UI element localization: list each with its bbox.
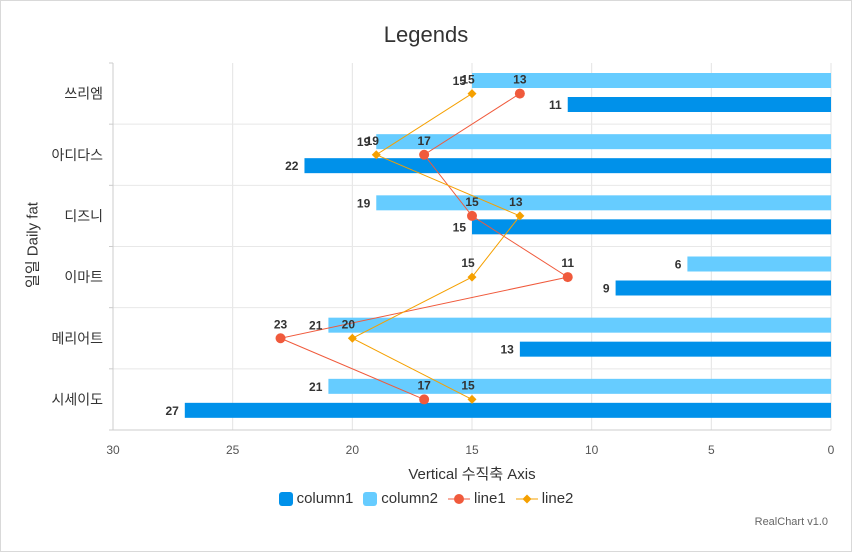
- legend-label: column1: [296, 490, 354, 507]
- bar-label-column2: 19: [357, 196, 371, 210]
- axis-ticks: 30 25 20 15 10 5 0 시세이도 메리어트 이마트 디즈니 아디다스 쓰리엠: [51, 87, 834, 457]
- bar-label-column1: 11: [549, 98, 562, 112]
- grid: [109, 62, 832, 431]
- point-line1: [275, 333, 286, 344]
- category-label: 시세이도: [51, 392, 103, 408]
- bar-column1: [472, 219, 831, 235]
- bar-column2: [472, 73, 831, 88]
- line-line2: [351, 93, 521, 400]
- point-line2: [467, 89, 477, 99]
- x-tick-label: 5: [708, 443, 715, 457]
- legend-circle-marker: [448, 492, 470, 506]
- point-label-line1: 13: [513, 73, 527, 87]
- point-line2: [371, 150, 381, 160]
- x-tick-label: 30: [106, 443, 120, 457]
- bar-label-column2: 15: [453, 74, 467, 88]
- series-lines: [275, 88, 573, 405]
- point-label-line1: 17: [417, 134, 431, 148]
- credits: RealChart v1.0: [754, 516, 828, 528]
- bar-column1: [304, 158, 831, 174]
- bar-label-column1: 9: [603, 282, 610, 296]
- point-line2: [515, 211, 525, 221]
- bar-column2: [376, 195, 831, 211]
- bar-label-column2: 21: [309, 380, 323, 394]
- point-line2: [467, 394, 477, 404]
- point-label-line1: 17: [417, 378, 431, 392]
- legend-item-line2[interactable]: line2: [515, 490, 574, 507]
- point-line2: [467, 272, 477, 282]
- legend-label: column2: [381, 490, 438, 507]
- bar-column1: [184, 402, 832, 418]
- legend-label: line2: [541, 490, 574, 507]
- line-line1: [278, 93, 570, 400]
- point-line1: [514, 88, 525, 99]
- bar-column2: [328, 317, 831, 333]
- category-label: 쓰리엠: [64, 87, 103, 103]
- point-label-line1: 11: [561, 256, 574, 270]
- point-label-line2: 20: [342, 317, 356, 331]
- point-line1: [467, 210, 477, 221]
- bars: [184, 73, 832, 418]
- bar-label-column1: 13: [501, 343, 515, 357]
- bar-column2: [376, 134, 831, 150]
- chart-title: Legends: [383, 22, 469, 47]
- point-label-line2: 15: [461, 378, 475, 392]
- category-label: 이마트: [64, 270, 103, 286]
- legend-square-marker: [363, 491, 378, 506]
- legend: column1 column2 line1 line2: [0, 490, 852, 507]
- bar-label-column1: 27: [165, 404, 179, 418]
- point-label-line2: 15: [461, 73, 475, 87]
- bar-label-column2: 19: [357, 135, 371, 149]
- x-tick-label: 10: [585, 443, 599, 457]
- legend-item-column1[interactable]: column1: [278, 490, 354, 507]
- category-label: 디즈니: [64, 209, 103, 225]
- bar-column1: [519, 341, 831, 357]
- point-line1: [562, 272, 573, 283]
- point-label-line1: 15: [465, 195, 479, 209]
- legend-item-line1[interactable]: line1: [448, 490, 506, 507]
- x-tick-label: 15: [465, 443, 479, 457]
- x-axis-title: Vertical 수직축 Axis: [408, 466, 536, 483]
- bar-column2: [328, 378, 831, 394]
- legend-diamond-marker: [515, 492, 538, 506]
- bar-label-column2: 21: [309, 319, 323, 333]
- x-tick-label: 20: [346, 443, 360, 457]
- point-line2: [347, 333, 357, 343]
- legend-item-column2[interactable]: column2: [363, 490, 438, 507]
- bar-label-column1: 15: [453, 220, 467, 234]
- point-label-line1: 23: [274, 317, 288, 331]
- point-line1: [419, 149, 430, 160]
- bar-label-column1: 22: [285, 159, 299, 173]
- point-label-line2: 15: [461, 256, 475, 270]
- category-label: 아디다스: [51, 148, 103, 164]
- bar-column2: [687, 256, 831, 272]
- bar-column1: [567, 97, 831, 112]
- x-tick-label: 0: [828, 443, 835, 457]
- legend-label: line1: [474, 490, 506, 507]
- point-line1: [419, 394, 430, 405]
- data-labels: 21 27 21 13 6 9 19 15 19 22 15 11 17 23 11 15 17 13 15 20 15…: [165, 73, 681, 418]
- category-label: 메리어트: [51, 331, 103, 347]
- point-label-line2: 19: [366, 134, 380, 148]
- bar-label-column2: 6: [675, 258, 682, 272]
- legend-square-marker: [278, 491, 293, 506]
- point-label-line2: 13: [509, 195, 523, 209]
- x-tick-label: 25: [226, 443, 240, 457]
- bar-column1: [615, 280, 831, 296]
